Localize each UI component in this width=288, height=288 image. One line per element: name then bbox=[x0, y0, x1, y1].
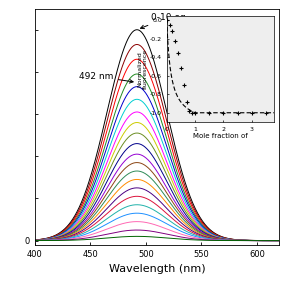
Text: 0-10 eq: 0-10 eq bbox=[141, 13, 186, 29]
X-axis label: Wavelength (nm): Wavelength (nm) bbox=[109, 264, 205, 274]
Text: 492 nm: 492 nm bbox=[79, 72, 133, 83]
